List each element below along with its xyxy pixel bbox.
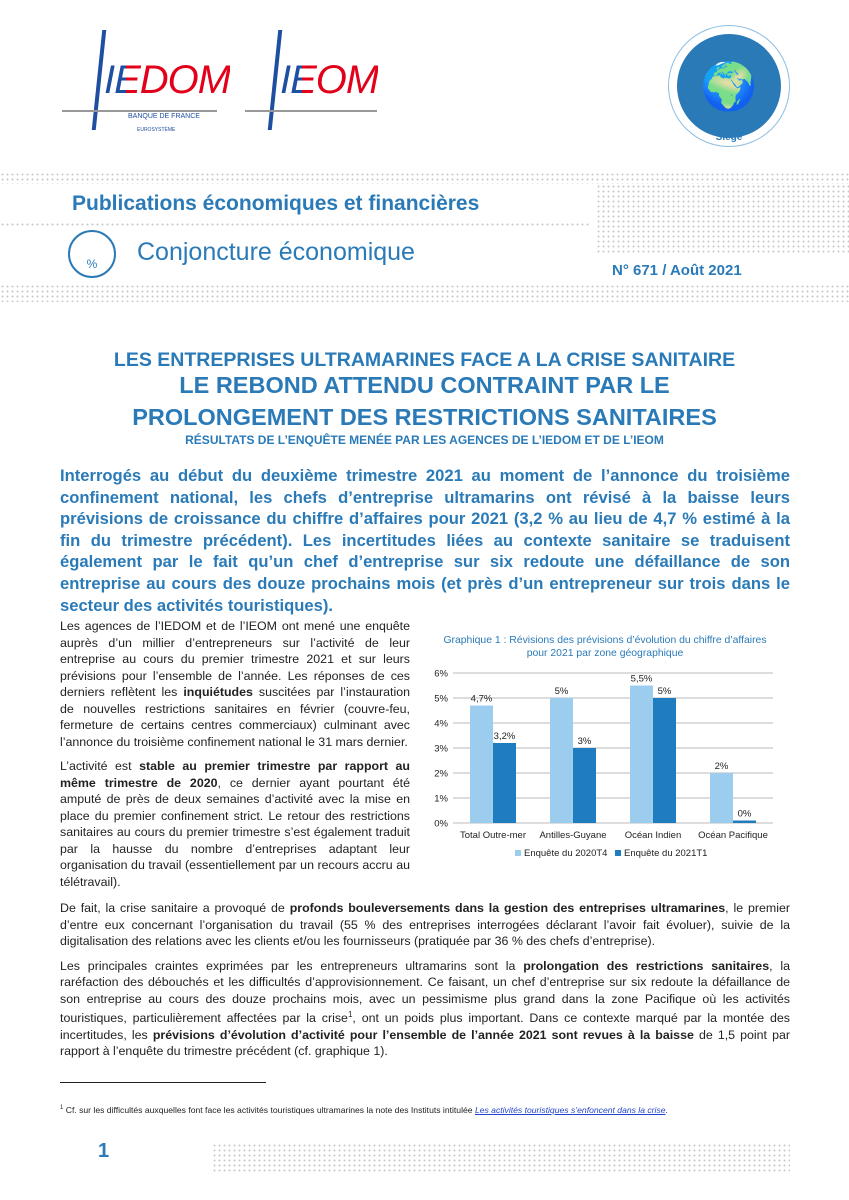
footer-dots [212,1143,790,1173]
emphasis-text: inquiétudes [183,685,253,699]
data-label: 5% [555,686,569,697]
dotted-band [0,222,590,227]
y-tick-label: 5% [434,694,448,705]
x-tick-label: Océan Pacifique [698,830,768,841]
data-label: 4,7% [471,694,493,705]
chart-section-icon: % [68,230,116,278]
footnote-ref: 1 [347,1010,353,1019]
legend-swatch [515,850,521,856]
x-tick-label: Océan Indien [625,830,682,841]
text-run: , le premier d’entre eux concernant l’or… [60,901,790,948]
x-tick-label: Total Outre-mer [460,830,526,841]
x-tick-label: Antilles-Guyane [539,830,606,841]
footnote: 1 Cf. sur les difficultés auxquelles fon… [60,1105,668,1115]
text-run: L’activité est [60,759,140,773]
legend-swatch [615,850,621,856]
body-paragraph: Les principales craintes exprimées par l… [60,958,790,1060]
world-map-icon: 🌍 [677,34,781,138]
text-run: De fait, la crise sanitaire a provoqué d… [60,901,290,915]
body-paragraph: Les agences de l’IEDOM et de l’IEOM ont … [60,618,410,750]
siege-badge: 🌍 Siège [668,25,790,147]
y-tick-label: 6% [434,669,448,680]
data-label: 3% [578,736,592,747]
legend-label: Enquête du 2020T4 [524,848,607,859]
emphasis-text: stable au premier trimestre par rapport … [60,759,410,790]
dotted-band [0,172,849,184]
legend-label: Enquête du 2021T1 [624,848,707,859]
emphasis-text: prolongation des restrictions sanitaires [523,958,770,973]
bar [493,743,516,823]
body-paragraph: L’activité est stable au premier trimest… [60,758,410,890]
emphasis-text: profonds bouleversements dans la gestion… [289,901,726,915]
data-label: 0% [738,809,752,820]
section-title: Conjoncture économique [137,238,415,266]
data-label: 2% [715,761,729,772]
y-tick-label: 0% [434,819,448,830]
bar [733,820,756,823]
dotted-band [0,284,849,302]
y-tick-label: 2% [434,769,448,780]
body-paragraph: De fait, la crise sanitaire a provoqué d… [60,900,790,950]
data-label: 3,2% [494,731,516,742]
chart-title: Graphique 1 : Révisions des prévisions d… [420,634,790,660]
chart-title-line: pour 2021 par zone géographique [526,648,684,659]
y-tick-label: 4% [434,719,448,730]
bar [550,698,573,823]
left-column: Les agences de l’IEDOM et de l’IEOM ont … [60,618,410,890]
footnote-text: Cf. sur les difficultés auxquelles font … [63,1105,475,1115]
bar-chart: 0% 1% 2% 3% 4% 5% 6% 4,7% 3,2% Total Outre-mer 5% 3… [434,669,773,859]
footnote-link[interactable]: Les activités touristiques s’enfoncent d… [474,1105,666,1115]
bar [653,698,676,823]
headline-subtitle: RÉSULTATS DE L’ENQUÊTE MENÉE PAR LES AGE… [185,433,664,447]
bar [710,773,733,823]
text-run: , ce dernier ayant pourtant été amputé d… [60,775,410,889]
dotted-band [596,184,849,254]
y-tick-label: 3% [434,744,448,755]
bar [630,685,653,823]
series-title: Publications économiques et financières [72,192,480,215]
text-run: , la raréfaction des débouchés et les di… [60,958,791,1026]
iedom-logo: IEDOM BANQUE DE FRANCE EUROSYSTÈME [62,30,231,135]
footnote-rule [60,1082,266,1083]
text-run: suscitées par l’instauration de nouvelle… [60,685,410,749]
text-run: Les principales craintes exprimées par l… [60,958,524,973]
chart-title-line: Graphique 1 : Révisions des prévisions d… [443,635,767,646]
data-label: 5% [658,686,672,697]
headline-line3: PROLONGEMENT DES RESTRICTIONS SANITAIRES [132,404,717,430]
bar [573,748,596,823]
text-run: , ont un poids plus important. Dans ce c… [60,1011,790,1042]
ieom-logo: IEOM [245,30,380,135]
issue-number: N° 671 / Août 2021 [612,262,742,279]
page-number: 1 [98,1140,110,1162]
footnote-mark: 1 [60,1105,64,1112]
headline-line1: LES ENTREPRISES ULTRAMARINES FACE A LA C… [113,349,736,371]
emphasis-text: prévisions d’évolution d’activité pour l… [152,1027,694,1042]
text-run: Les agences de l’IEDOM et de l’IEOM ont … [60,619,410,699]
bar [470,705,493,823]
full-width-text: De fait, la crise sanitaire a provoqué d… [60,900,790,1060]
intro-paragraph: Interrogés au début du deuxième trimestr… [60,466,790,615]
y-tick-label: 1% [434,794,448,805]
footnote-end: . [665,1105,668,1115]
headline-line2: LE REBOND ATTENDU CONTRAINT PAR LE [179,372,670,398]
text-run: de 1,5 point par rapport à l’enquête du … [60,1027,790,1059]
data-label: 5,5% [631,674,653,685]
